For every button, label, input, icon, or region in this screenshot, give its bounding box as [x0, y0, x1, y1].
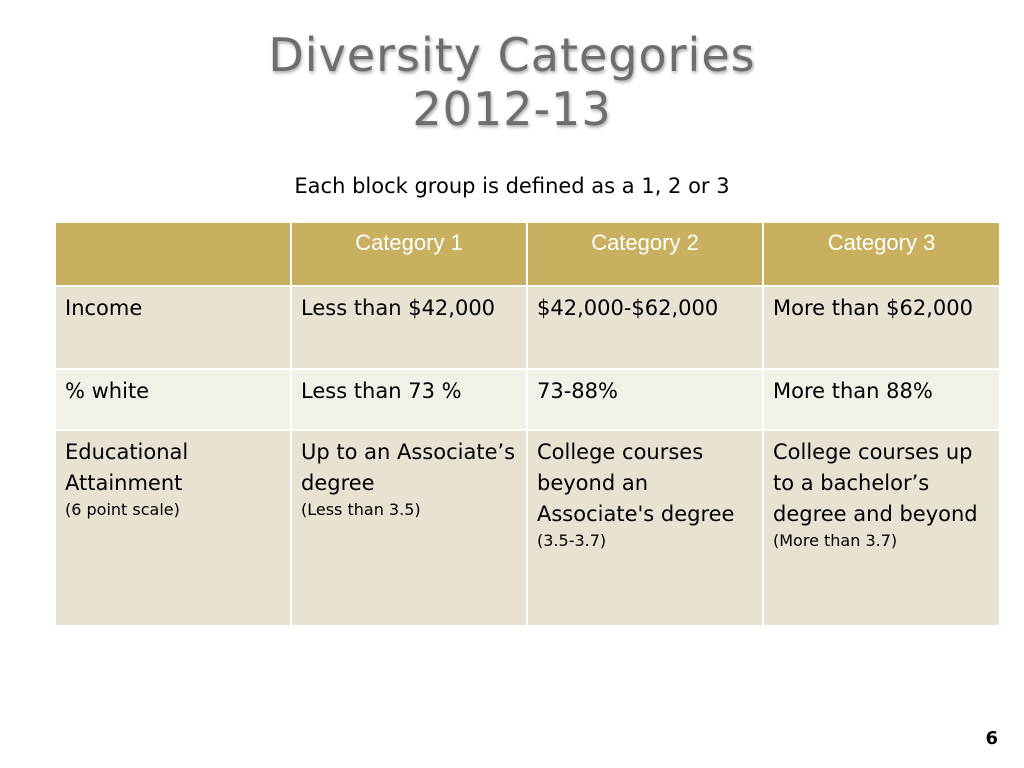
header-cell-category-1: Category 1 [290, 221, 528, 287]
title-line-1: Diversity Categories [268, 28, 756, 82]
slide-title: Diversity Categories 2012-13 [0, 28, 1024, 136]
cell-text: $42,000-$62,000 [537, 296, 719, 320]
cell-text: 73-88% [537, 379, 618, 403]
row-label-cell: % white [54, 368, 292, 431]
table-cell: College courses up to a bachelor’s degre… [762, 429, 1001, 627]
cell-note: (Less than 3.5) [301, 500, 421, 519]
cell-text: Less than $42,000 [301, 296, 496, 320]
categories-table: Category 1 Category 2 Category 3 Income … [54, 221, 1001, 627]
row-label: Educational Attainment [65, 440, 189, 495]
row-label-cell: Educational Attainment (6 point scale) [54, 429, 292, 627]
table-cell: Less than $42,000 [290, 285, 528, 370]
row-label-note: (6 point scale) [65, 500, 180, 519]
table-cell: 73-88% [526, 368, 764, 431]
table-row: % white Less than 73 % 73-88% More than … [54, 368, 1001, 431]
cell-text: College courses up to a bachelor’s degre… [773, 440, 978, 526]
header-cell-category-3: Category 3 [762, 221, 1001, 287]
cell-text: Less than 73 % [301, 379, 462, 403]
table-header-row: Category 1 Category 2 Category 3 [54, 221, 1001, 287]
row-label-cell: Income [54, 285, 292, 370]
cell-text: College courses beyond an Associate's de… [537, 440, 735, 526]
row-label: % white [65, 379, 150, 403]
table-cell: $42,000-$62,000 [526, 285, 764, 370]
cell-text: More than $62,000 [773, 296, 973, 320]
table-cell: Up to an Associate’s degree (Less than 3… [290, 429, 528, 627]
cell-text: More than 88% [773, 379, 933, 403]
page-number: 6 [985, 728, 998, 749]
header-cell-blank [54, 221, 292, 287]
cell-note: (3.5-3.7) [537, 531, 607, 550]
slide-subtitle: Each block group is defined as a 1, 2 or… [294, 174, 730, 198]
header-cell-category-2: Category 2 [526, 221, 764, 287]
table-row: Educational Attainment (6 point scale) U… [54, 429, 1001, 627]
row-label: Income [65, 296, 143, 320]
title-line-2: 2012-13 [412, 82, 612, 136]
table-cell: Less than 73 % [290, 368, 528, 431]
table-cell: More than $62,000 [762, 285, 1001, 370]
cell-note: (More than 3.7) [773, 531, 898, 550]
table-cell: More than 88% [762, 368, 1001, 431]
cell-text: Up to an Associate’s degree [301, 440, 516, 495]
table-cell: College courses beyond an Associate's de… [526, 429, 764, 627]
table-row: Income Less than $42,000 $42,000-$62,000… [54, 285, 1001, 370]
